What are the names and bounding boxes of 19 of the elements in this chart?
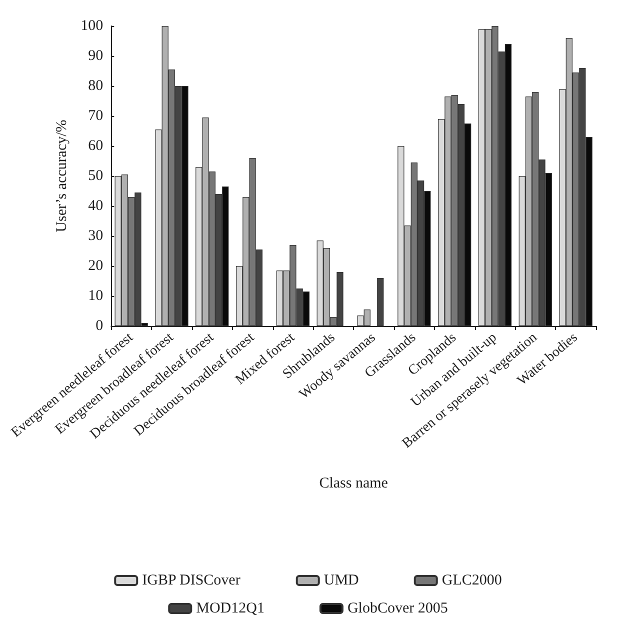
legend-label: IGBP DISCover bbox=[142, 572, 240, 588]
legend-label: GlobCover 2005 bbox=[347, 600, 448, 616]
y-axis-title: User’s accuracy/% bbox=[54, 120, 70, 232]
y-tick-label: 30 bbox=[88, 228, 104, 244]
y-tick-label: 100 bbox=[80, 18, 104, 34]
y-tick-label: 20 bbox=[88, 258, 104, 274]
y-tick-label: 0 bbox=[96, 318, 104, 334]
y-tick-label: 50 bbox=[88, 168, 104, 184]
y-tick-label: 80 bbox=[88, 78, 104, 94]
y-tick-label: 90 bbox=[88, 48, 104, 64]
y-tick-label: 70 bbox=[88, 108, 104, 124]
legend-label: MOD12Q1 bbox=[196, 600, 264, 616]
y-tick-label: 40 bbox=[88, 198, 104, 214]
legend-label: GLC2000 bbox=[442, 572, 502, 588]
y-tick-label: 10 bbox=[88, 288, 104, 304]
bar bbox=[377, 278, 384, 326]
y-tick-label: 60 bbox=[88, 138, 104, 154]
legend-label: UMD bbox=[324, 572, 360, 588]
x-axis-title: Class name bbox=[319, 476, 388, 492]
